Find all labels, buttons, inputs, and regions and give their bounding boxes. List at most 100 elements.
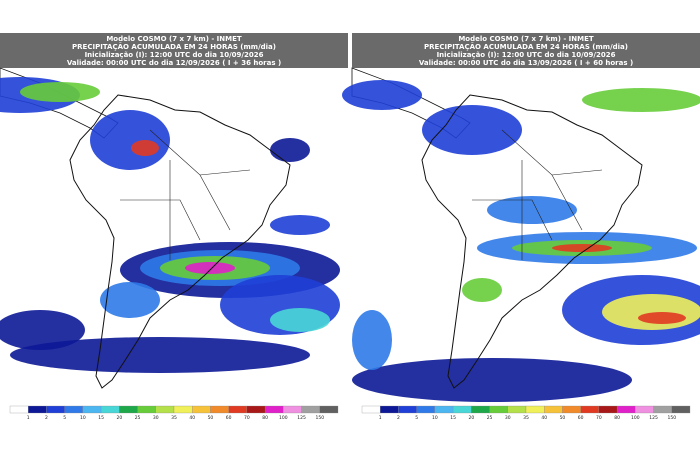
legend-swatch [471,405,490,414]
header-line: Inicialização (I): 12:00 UTC do dia 10/0… [85,51,264,59]
legend-swatch [64,405,84,414]
legend-swatch [155,405,175,414]
precip-area [352,358,632,402]
header-bar [352,33,700,68]
legend-swatch [246,405,266,414]
legend-swatch [137,405,156,414]
legend-label: 2 [45,415,48,421]
precip-area [342,80,422,110]
legend-swatch [301,405,320,414]
legend-label: 15 [450,415,456,421]
legend-swatch [653,405,672,414]
legend-label: 10 [80,415,86,421]
precip-area [0,310,85,350]
legend-label: 35 [523,415,529,421]
legend-label: 35 [171,415,177,421]
border-line [199,174,231,231]
legend-label: 40 [541,415,547,421]
legend-label: 2 [397,415,400,421]
header-line: PRECIPITAÇÃO ACUMULADA EM 24 HORAS (mm/d… [424,42,628,51]
legend-swatch [210,405,229,414]
header-line: Modelo COSMO (7 x 7 km) - INMET [458,35,594,43]
legend-label: 20 [116,415,122,421]
legend-swatch [361,405,381,414]
legend-swatch [100,405,120,414]
header-line: PRECIPITAÇÃO ACUMULADA EM 24 HORAS (mm/d… [72,42,276,51]
legend-swatch [173,405,193,414]
map-panel: Modelo COSMO (7 x 7 km) - INMETPRECIPITA… [0,33,348,421]
legend-label: 30 [505,415,511,421]
legend-label: 25 [135,415,141,421]
precip-area [487,196,577,224]
header-line: Validade: 00:00 UTC do dia 13/09/2026 ( … [419,59,633,67]
legend-label: 50 [560,415,566,421]
legend-label: 125 [649,415,658,421]
legend-swatch [598,405,618,414]
legend-label: 100 [631,415,640,421]
legend-label: 150 [667,415,676,421]
legend-label: 15 [98,415,104,421]
legend-swatch [671,405,691,414]
legend-label: 20 [468,415,474,421]
legend-swatch [264,405,284,414]
precip-area [422,105,522,155]
precip-area [602,294,700,330]
legend-label: 70 [244,415,250,421]
border-line [472,199,553,241]
precip-area [20,82,100,102]
legend-label: 100 [279,415,288,421]
legend-label: 60 [226,415,232,421]
legend-swatch [452,405,472,414]
precip-area [100,282,160,318]
precip-area [638,312,686,324]
legend-swatch [82,405,102,414]
legend-swatch [380,405,399,414]
precip-area [90,110,170,170]
legend-label: 40 [189,415,195,421]
legend-swatch [119,405,138,414]
legend-swatch [489,405,508,414]
south-america [421,94,643,389]
header-line: Validade: 00:00 UTC do dia 12/09/2026 ( … [67,59,281,67]
legend-swatch [525,405,545,414]
border-line [551,174,583,231]
header-bar [0,33,348,68]
precip-area [185,262,235,274]
legend-label: 1 [27,415,30,421]
legend-swatch [228,405,248,414]
precip-area [270,308,330,332]
header-line: Inicialização (I): 12:00 UTC do dia 10/0… [437,51,616,59]
legend-swatch [46,405,65,414]
legend-swatch [616,405,636,414]
legend-swatch [580,405,600,414]
legend-label: 25 [487,415,493,421]
legend-label: 30 [153,415,159,421]
precip-area [270,138,310,162]
legend-label: 50 [208,415,214,421]
legend-swatch [434,405,454,414]
legend-swatch [28,405,47,414]
legend-swatch [9,405,29,414]
legend-swatch [544,405,563,414]
precip-area [352,310,392,370]
precip-area [582,88,700,112]
legend-label: 125 [297,415,306,421]
legend-swatch [416,405,436,414]
legend-swatch [562,405,581,414]
legend-label: 60 [578,415,584,421]
legend-label: 10 [432,415,438,421]
legend-swatch [635,405,654,414]
legend-swatch [192,405,211,414]
legend-label: 1 [379,415,382,421]
legend-label: 70 [596,415,602,421]
legend-swatch [398,405,417,414]
precip-area [131,140,159,156]
legend-label: 80 [262,415,268,421]
legend-label: 150 [315,415,324,421]
header-line: Modelo COSMO (7 x 7 km) - INMET [106,35,242,43]
precip-area [462,278,502,302]
south-america [69,94,291,389]
precip-area [552,244,612,252]
legend-label: 5 [415,415,418,421]
